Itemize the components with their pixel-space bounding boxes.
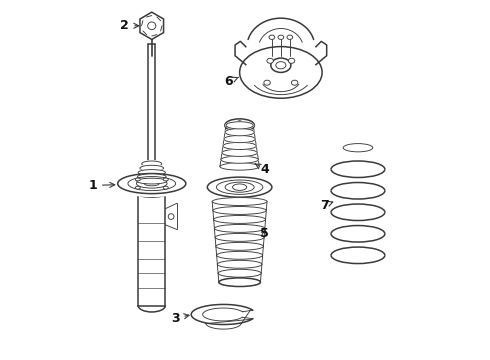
Ellipse shape	[223, 142, 256, 149]
Ellipse shape	[217, 269, 262, 278]
Ellipse shape	[330, 224, 386, 244]
Polygon shape	[140, 12, 164, 40]
Ellipse shape	[288, 58, 295, 63]
Text: 5: 5	[260, 227, 269, 240]
Ellipse shape	[135, 177, 169, 185]
Ellipse shape	[140, 160, 164, 168]
Ellipse shape	[135, 186, 140, 189]
Ellipse shape	[118, 174, 186, 194]
Ellipse shape	[330, 181, 386, 201]
Text: 3: 3	[171, 311, 189, 325]
Ellipse shape	[224, 128, 255, 136]
Ellipse shape	[236, 43, 326, 102]
Ellipse shape	[343, 144, 373, 152]
Ellipse shape	[215, 225, 265, 232]
Ellipse shape	[114, 170, 190, 197]
Ellipse shape	[212, 198, 267, 206]
Ellipse shape	[225, 121, 254, 130]
Ellipse shape	[137, 178, 167, 184]
Ellipse shape	[217, 180, 263, 194]
Ellipse shape	[213, 224, 266, 233]
Ellipse shape	[221, 149, 258, 157]
Ellipse shape	[292, 80, 298, 85]
Ellipse shape	[137, 174, 166, 180]
Text: 1: 1	[88, 179, 115, 192]
Ellipse shape	[228, 126, 232, 128]
Ellipse shape	[269, 35, 275, 40]
Ellipse shape	[216, 260, 263, 269]
Text: 7: 7	[320, 199, 333, 212]
Ellipse shape	[207, 177, 272, 197]
Ellipse shape	[213, 215, 267, 224]
Ellipse shape	[138, 164, 166, 172]
Text: 2: 2	[121, 19, 139, 32]
Ellipse shape	[128, 176, 175, 190]
Ellipse shape	[240, 46, 322, 98]
Ellipse shape	[287, 35, 293, 40]
Ellipse shape	[267, 58, 273, 63]
Ellipse shape	[211, 197, 268, 206]
Ellipse shape	[219, 278, 260, 287]
Ellipse shape	[219, 278, 260, 286]
Ellipse shape	[216, 242, 263, 250]
Ellipse shape	[136, 168, 167, 176]
Ellipse shape	[218, 269, 261, 277]
Ellipse shape	[219, 162, 260, 171]
Ellipse shape	[225, 182, 254, 192]
Ellipse shape	[330, 245, 386, 265]
Ellipse shape	[142, 161, 162, 167]
Ellipse shape	[238, 121, 242, 123]
Ellipse shape	[330, 159, 386, 179]
Ellipse shape	[218, 278, 262, 287]
Ellipse shape	[330, 202, 386, 222]
Ellipse shape	[147, 22, 156, 30]
Ellipse shape	[264, 80, 270, 85]
Ellipse shape	[233, 184, 247, 190]
Ellipse shape	[140, 165, 164, 171]
Ellipse shape	[226, 122, 253, 129]
Polygon shape	[191, 305, 253, 324]
Ellipse shape	[213, 207, 267, 215]
Ellipse shape	[138, 170, 166, 175]
Ellipse shape	[220, 156, 259, 164]
Ellipse shape	[218, 260, 262, 268]
Ellipse shape	[271, 58, 291, 72]
Ellipse shape	[343, 251, 373, 260]
Ellipse shape	[214, 233, 265, 242]
Ellipse shape	[136, 179, 167, 188]
Ellipse shape	[215, 242, 265, 251]
Ellipse shape	[204, 176, 275, 199]
Ellipse shape	[163, 186, 168, 189]
Ellipse shape	[135, 178, 140, 181]
Ellipse shape	[278, 35, 284, 40]
Ellipse shape	[224, 135, 255, 143]
Ellipse shape	[136, 173, 168, 181]
Ellipse shape	[214, 216, 266, 224]
Text: 6: 6	[224, 75, 239, 88]
Ellipse shape	[225, 129, 254, 136]
Ellipse shape	[212, 206, 268, 215]
Ellipse shape	[163, 178, 168, 181]
Ellipse shape	[138, 190, 166, 197]
Ellipse shape	[215, 233, 264, 241]
Ellipse shape	[216, 251, 264, 260]
Ellipse shape	[276, 62, 286, 69]
Ellipse shape	[225, 119, 254, 132]
Ellipse shape	[222, 149, 257, 156]
Ellipse shape	[144, 181, 159, 186]
Ellipse shape	[232, 122, 247, 129]
Ellipse shape	[223, 135, 256, 143]
Ellipse shape	[247, 126, 251, 128]
Ellipse shape	[220, 163, 259, 170]
Text: 4: 4	[255, 163, 269, 176]
Ellipse shape	[222, 141, 257, 150]
Ellipse shape	[221, 156, 258, 163]
Ellipse shape	[217, 251, 263, 259]
Ellipse shape	[168, 214, 174, 220]
